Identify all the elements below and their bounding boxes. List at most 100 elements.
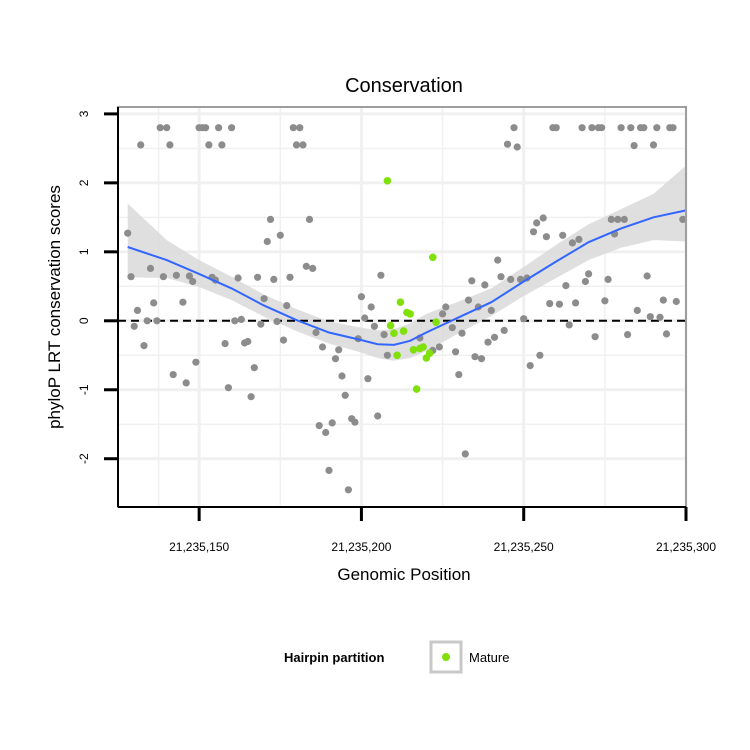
data-point xyxy=(669,124,677,132)
data-point xyxy=(218,141,226,149)
data-point xyxy=(124,229,132,237)
data-point xyxy=(490,333,499,341)
data-point xyxy=(646,313,654,321)
data-point xyxy=(156,124,164,132)
data-point xyxy=(273,317,281,326)
data-point xyxy=(221,340,229,348)
data-point xyxy=(458,329,466,337)
data-point xyxy=(617,124,625,132)
data-point xyxy=(555,300,564,308)
data-point xyxy=(179,298,187,306)
data-point xyxy=(279,336,288,344)
mature-point xyxy=(383,177,392,185)
data-point xyxy=(507,275,515,283)
data-point xyxy=(224,384,232,392)
data-point xyxy=(367,303,375,311)
data-point xyxy=(370,322,378,330)
data-point xyxy=(630,142,638,150)
data-point xyxy=(588,124,596,132)
data-point xyxy=(153,317,161,325)
data-point xyxy=(672,297,680,306)
data-point xyxy=(296,124,304,132)
data-point xyxy=(659,296,667,304)
data-point xyxy=(364,375,372,383)
data-point xyxy=(325,466,333,474)
data-point xyxy=(182,379,190,387)
data-point xyxy=(487,306,495,314)
data-point xyxy=(679,215,687,223)
data-point xyxy=(315,422,323,430)
data-point xyxy=(374,412,382,420)
data-point xyxy=(585,270,593,278)
data-point xyxy=(643,272,651,280)
data-point xyxy=(559,231,567,239)
y-tick-label: 1 xyxy=(77,248,91,255)
data-point xyxy=(565,321,573,329)
data-point xyxy=(620,215,628,223)
y-tick-label: 3 xyxy=(77,110,91,117)
data-point xyxy=(568,239,577,247)
data-point xyxy=(452,348,460,356)
data-point xyxy=(601,297,609,305)
data-point xyxy=(146,264,155,272)
data-point xyxy=(464,296,473,304)
mature-point xyxy=(425,349,434,358)
confidence-band xyxy=(127,165,686,361)
data-point xyxy=(380,331,388,339)
data-point xyxy=(266,215,275,223)
data-point xyxy=(627,124,635,132)
data-point xyxy=(656,313,664,321)
data-point xyxy=(546,300,554,308)
data-point xyxy=(331,355,340,363)
data-point xyxy=(299,141,307,149)
y-tick-label: -1 xyxy=(77,384,91,395)
y-axis: -2 -1 0 1 2 3 xyxy=(77,107,119,507)
data-point xyxy=(328,419,336,427)
data-point xyxy=(539,214,547,222)
data-point xyxy=(257,320,265,328)
x-tick-label: 21,235,200 xyxy=(331,540,391,554)
data-point xyxy=(185,272,193,280)
data-point xyxy=(533,219,541,227)
data-point xyxy=(529,228,538,236)
loess-line xyxy=(127,209,687,346)
mature-point xyxy=(390,329,398,338)
smooth-curve xyxy=(127,209,687,346)
data-point xyxy=(662,330,671,338)
data-point xyxy=(500,326,508,334)
data-point xyxy=(263,237,271,246)
data-point xyxy=(231,317,239,325)
data-point xyxy=(442,303,450,311)
data-point xyxy=(477,355,486,363)
data-point xyxy=(292,141,301,149)
legend-label-mature: Mature xyxy=(469,650,509,665)
data-point xyxy=(305,215,314,223)
data-point xyxy=(159,273,167,281)
data-point xyxy=(244,337,252,346)
data-point xyxy=(254,273,262,281)
data-point xyxy=(192,358,200,366)
data-point xyxy=(169,371,177,379)
y-tick-label: 0 xyxy=(77,317,91,324)
data-point xyxy=(516,275,525,283)
data-point xyxy=(302,262,310,270)
data-point xyxy=(624,331,632,339)
data-point xyxy=(150,299,158,307)
data-point xyxy=(503,140,512,148)
legend-title: Hairpin partition xyxy=(284,650,384,665)
data-point xyxy=(289,124,297,132)
x-tick-label: 21,235,300 xyxy=(656,540,716,554)
data-point xyxy=(172,271,180,279)
data-point xyxy=(361,314,369,322)
data-point xyxy=(312,328,320,337)
data-point xyxy=(591,333,599,341)
x-axis-title: Genomic Position xyxy=(337,565,470,584)
data-point xyxy=(140,342,148,350)
mature-point xyxy=(393,351,401,360)
legend-mature-swatch xyxy=(442,653,450,661)
data-point xyxy=(344,486,352,494)
confidence-band-area xyxy=(127,165,686,361)
data-point xyxy=(497,273,505,281)
data-point xyxy=(468,277,476,285)
